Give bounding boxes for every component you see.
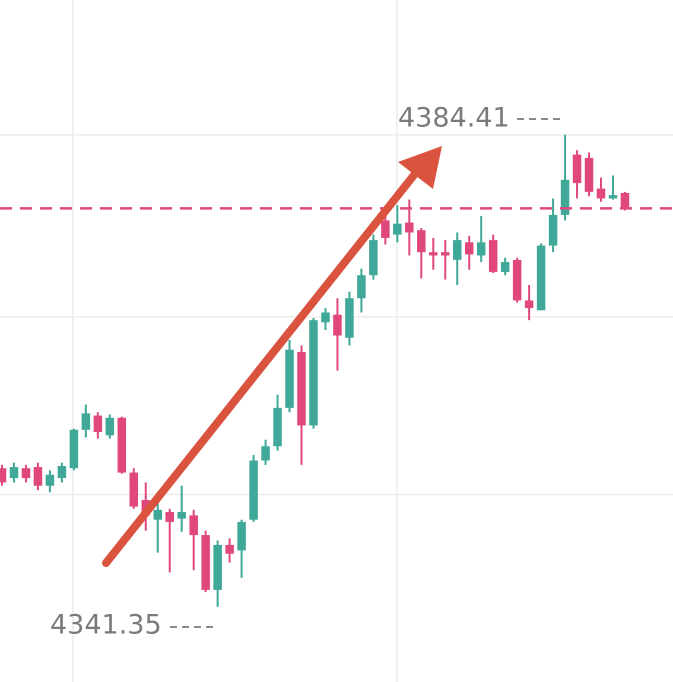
candle-body bbox=[405, 222, 414, 233]
candle-body bbox=[237, 521, 246, 551]
candle-body bbox=[345, 298, 354, 338]
candle-body bbox=[33, 467, 43, 486]
candle-body bbox=[596, 188, 606, 199]
candle-body bbox=[225, 544, 234, 554]
candle-body bbox=[333, 314, 342, 336]
arrow-head bbox=[398, 146, 442, 189]
candle-body bbox=[584, 157, 594, 192]
candle-body bbox=[273, 407, 282, 447]
candle-body bbox=[500, 262, 510, 272]
candle-body bbox=[441, 252, 450, 256]
candle-body bbox=[464, 242, 474, 255]
candle-body bbox=[105, 417, 115, 436]
trend-arrow bbox=[102, 146, 442, 567]
candle-body bbox=[524, 300, 534, 309]
candles bbox=[0, 134, 673, 607]
candle-body bbox=[417, 230, 426, 253]
candle-body bbox=[9, 467, 19, 479]
candle-body bbox=[117, 417, 127, 473]
candle-body bbox=[129, 472, 139, 507]
candle-body bbox=[177, 512, 186, 519]
candle-body bbox=[21, 468, 31, 479]
candle-body bbox=[189, 515, 198, 536]
candle-body bbox=[536, 245, 546, 311]
candle-body bbox=[560, 179, 570, 215]
candle-body bbox=[45, 474, 55, 486]
candle-body bbox=[309, 320, 318, 426]
candle-body bbox=[369, 240, 378, 276]
candle-body bbox=[165, 512, 174, 522]
candle-body bbox=[0, 468, 7, 483]
candle-body bbox=[57, 465, 67, 479]
candle-body bbox=[429, 252, 438, 256]
candle-body bbox=[572, 154, 582, 184]
candle-body bbox=[476, 242, 486, 256]
high-label: 4384.41 bbox=[398, 103, 510, 134]
candle-body bbox=[153, 509, 162, 520]
candle-body bbox=[297, 351, 306, 426]
candle-body bbox=[81, 413, 91, 430]
candle-body bbox=[93, 415, 103, 433]
candle-body bbox=[393, 223, 402, 235]
candle-body bbox=[249, 460, 258, 520]
candle-body bbox=[69, 429, 79, 469]
candle-body bbox=[201, 535, 210, 590]
candle-body bbox=[285, 349, 294, 408]
candle-body bbox=[620, 192, 630, 209]
candle-body bbox=[261, 446, 270, 461]
candle-body bbox=[357, 275, 366, 299]
low-label: 4341.35 bbox=[50, 610, 162, 641]
candle-body bbox=[488, 240, 498, 272]
candle-body bbox=[381, 220, 390, 238]
candle-body bbox=[512, 259, 522, 301]
candle-body bbox=[321, 312, 330, 323]
candle-body bbox=[213, 544, 222, 590]
candle-body bbox=[548, 214, 558, 246]
candle-body bbox=[452, 240, 462, 260]
candle-body bbox=[608, 195, 618, 199]
arrow-shaft bbox=[102, 166, 422, 567]
